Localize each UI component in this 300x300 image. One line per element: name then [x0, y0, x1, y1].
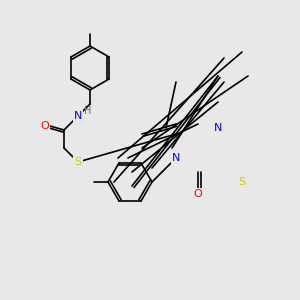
- Text: N: N: [74, 111, 82, 121]
- Text: H: H: [84, 106, 92, 116]
- Text: S: S: [74, 157, 82, 167]
- Text: S: S: [238, 177, 246, 187]
- Text: N: N: [172, 153, 180, 163]
- Text: O: O: [40, 121, 50, 131]
- Text: N: N: [214, 123, 222, 133]
- Text: O: O: [194, 189, 202, 199]
